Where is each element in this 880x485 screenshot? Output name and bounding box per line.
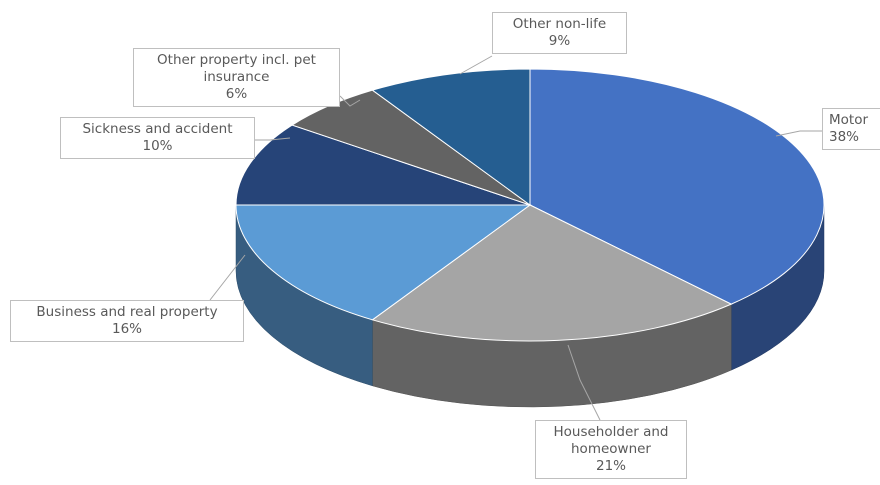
data-label: Other non-life 9% — [492, 12, 627, 54]
leader-line — [459, 55, 493, 75]
label-value: 6% — [225, 86, 248, 102]
slice — [371, 68, 531, 206]
label-value: 21% — [595, 458, 626, 474]
slice — [371, 204, 733, 342]
label-name: Sickness and accident — [82, 121, 233, 137]
leader-lines — [209, 55, 822, 421]
label-name: Householder and homeowner — [553, 424, 669, 457]
label-value: 9% — [548, 33, 571, 49]
label-name: Other property incl. pet insurance — [157, 52, 316, 85]
data-label: Motor 38% — [822, 108, 880, 150]
leader-line — [567, 344, 601, 421]
label-name: Motor — [829, 112, 869, 128]
leader-line — [339, 95, 361, 107]
label-value: 16% — [111, 321, 142, 337]
label-name: Other non-life — [512, 16, 607, 32]
data-label: Business and real property 16% — [10, 300, 244, 342]
slice — [235, 204, 532, 321]
slice — [235, 124, 531, 206]
label-value: 10% — [142, 138, 173, 154]
leader-line — [209, 254, 246, 301]
data-label: Sickness and accident 10% — [60, 117, 255, 159]
slice — [529, 68, 825, 305]
data-label: Householder and homeowner 21% — [535, 420, 687, 479]
label-name: Business and real property — [36, 304, 218, 320]
data-label: Other property incl. pet insurance 6% — [133, 48, 340, 107]
label-value: 38% — [829, 129, 860, 145]
leader-line — [255, 137, 291, 141]
leader-line — [775, 130, 822, 137]
